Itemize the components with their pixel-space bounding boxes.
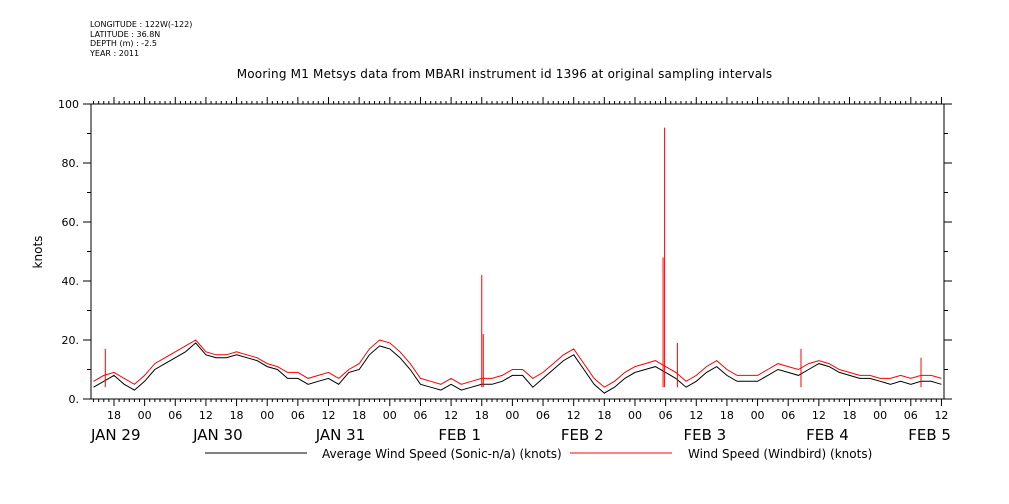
y-tick-label: 80.	[62, 157, 80, 170]
series-windbird-line	[93, 339, 942, 388]
chart-title: Mooring M1 Metsys data from MBARI instru…	[236, 67, 773, 81]
axis-ticks	[83, 97, 952, 406]
date-label: FEB 4	[806, 426, 849, 444]
longitude-label: LONGITUDE : 122W(-122)	[90, 20, 193, 29]
y-axis-labels: 0. 20. 40. 60. 80. 100	[58, 98, 79, 406]
series-group	[93, 127, 942, 394]
x-tick-label: 18	[843, 409, 857, 422]
legend-label-windbird: Wind Speed (Windbird) (knots)	[688, 447, 872, 461]
date-label: JAN 29	[90, 426, 141, 444]
x-tick-label: 00	[873, 409, 887, 422]
x-tick-label: 12	[812, 409, 826, 422]
date-label: FEB 5	[908, 426, 951, 444]
x-tick-label: 12	[934, 409, 948, 422]
y-axis-title: knots	[31, 236, 45, 269]
date-label: FEB 3	[684, 426, 727, 444]
y-tick-label: 60.	[62, 216, 80, 229]
x-tick-label: 06	[413, 409, 427, 422]
x-tick-label: 18	[475, 409, 489, 422]
year-label: YEAR : 2011	[90, 48, 140, 58]
x-tick-label: 00	[383, 409, 397, 422]
x-axis-labels: 18 00 06 12 18 00 06 12 18 00 06 12 18 00 06 12 18 00 06 12…	[90, 409, 951, 444]
station-info: LONGITUDE : 122W(-122) LATITUDE : 36.8N …	[90, 20, 192, 58]
y-tick-label: 100	[58, 98, 79, 111]
date-label: JAN 31	[315, 426, 366, 444]
x-tick-label: 00	[260, 409, 274, 422]
x-tick-label: 12	[199, 409, 213, 422]
x-tick-label: 00	[138, 409, 152, 422]
date-label: FEB 2	[561, 426, 604, 444]
x-tick-label: 00	[628, 409, 642, 422]
y-tick-label: 20.	[62, 334, 80, 347]
x-tick-label: 06	[904, 409, 918, 422]
x-tick-label: 18	[230, 409, 244, 422]
x-tick-label: 12	[322, 409, 336, 422]
y-tick-label: 0.	[69, 393, 80, 406]
x-tick-label: 18	[597, 409, 611, 422]
latitude-label: LATITUDE : 36.8N	[90, 29, 161, 39]
x-tick-label: 00	[751, 409, 765, 422]
x-tick-label: 18	[720, 409, 734, 422]
series-average-wind-line	[93, 342, 942, 394]
x-tick-label: 18	[107, 409, 121, 422]
date-label: FEB 1	[438, 426, 481, 444]
x-tick-label: 00	[505, 409, 519, 422]
x-tick-label: 12	[689, 409, 703, 422]
legend-label-average: Average Wind Speed (Sonic-n/a) (knots)	[322, 447, 562, 461]
x-tick-label: 12	[444, 409, 458, 422]
x-tick-label: 06	[659, 409, 673, 422]
x-tick-label: 06	[536, 409, 550, 422]
legend: Average Wind Speed (Sonic-n/a) (knots) W…	[205, 447, 872, 461]
depth-label: DEPTH (m) : -2.5	[90, 39, 157, 48]
date-label: JAN 30	[192, 426, 243, 444]
x-tick-label: 06	[781, 409, 795, 422]
y-tick-label: 40.	[62, 275, 80, 288]
x-tick-label: 12	[567, 409, 581, 422]
x-tick-label: 06	[168, 409, 182, 422]
x-tick-label: 18	[352, 409, 366, 422]
x-tick-label: 06	[291, 409, 305, 422]
